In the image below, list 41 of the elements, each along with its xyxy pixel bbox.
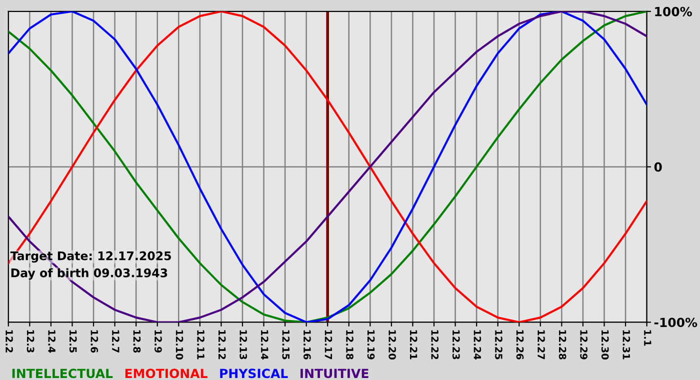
x-tick-label: 12.21 xyxy=(410,330,418,360)
x-tick-label: 1.1 xyxy=(644,330,652,346)
x-tick-label: 12.12 xyxy=(218,330,226,360)
text: PHYSICAL xyxy=(220,368,288,378)
x-tick-label: 12.4 xyxy=(48,330,56,353)
x-tick-label: 12.20 xyxy=(388,330,396,360)
x-tick-label: 12.31 xyxy=(622,330,630,360)
annotation: Target Date: 12.17.2025 xyxy=(10,251,171,263)
x-tick-label: 12.30 xyxy=(601,330,609,360)
x-tick-label: 12.16 xyxy=(304,330,311,360)
x-tick-label: 12.19 xyxy=(367,330,375,360)
x-tick-label: 12.29 xyxy=(580,330,588,360)
x-tick-label: 12.7 xyxy=(112,330,120,352)
y-tick-label: -100% xyxy=(654,318,698,328)
x-tick-label: 12.9 xyxy=(154,330,162,353)
x-tick-label: 12.14 xyxy=(261,330,268,360)
y-tick-label: 0 xyxy=(654,162,662,172)
text: EMOTIONAL xyxy=(125,368,208,378)
x-tick-label: 12.26 xyxy=(516,330,524,360)
y-tick-label: 100% xyxy=(655,6,692,16)
x-tick-label: 12.8 xyxy=(133,330,141,353)
annotation: Day of birth 09.03.1943 xyxy=(11,268,168,280)
x-tick-label: 12.3 xyxy=(26,330,34,352)
x-tick-label: 12.23 xyxy=(452,330,460,360)
x-tick-label: 12.28 xyxy=(558,330,566,360)
x-tick-label: 12.27 xyxy=(538,330,545,360)
x-tick-label: 12.6 xyxy=(90,330,98,353)
text: INTUITIVE xyxy=(300,368,368,378)
text: INTELLECTUAL xyxy=(12,368,113,378)
x-tick-label: 12.25 xyxy=(495,330,502,360)
x-tick-label: 12.11 xyxy=(197,330,204,360)
x-tick-label: 12.17 xyxy=(324,330,332,360)
x-tick-label: 12.22 xyxy=(431,330,439,360)
line-series xyxy=(8,11,647,322)
x-tick-label: 12.10 xyxy=(176,330,184,360)
x-tick-label: 12.5 xyxy=(69,330,77,352)
x-tick-label: 12.15 xyxy=(282,330,290,360)
x-tick-label: 12.24 xyxy=(474,330,482,360)
x-tick-label: 12.18 xyxy=(346,330,354,360)
x-tick-label: 12.2 xyxy=(6,330,13,352)
x-tick-label: 12.13 xyxy=(240,330,248,360)
